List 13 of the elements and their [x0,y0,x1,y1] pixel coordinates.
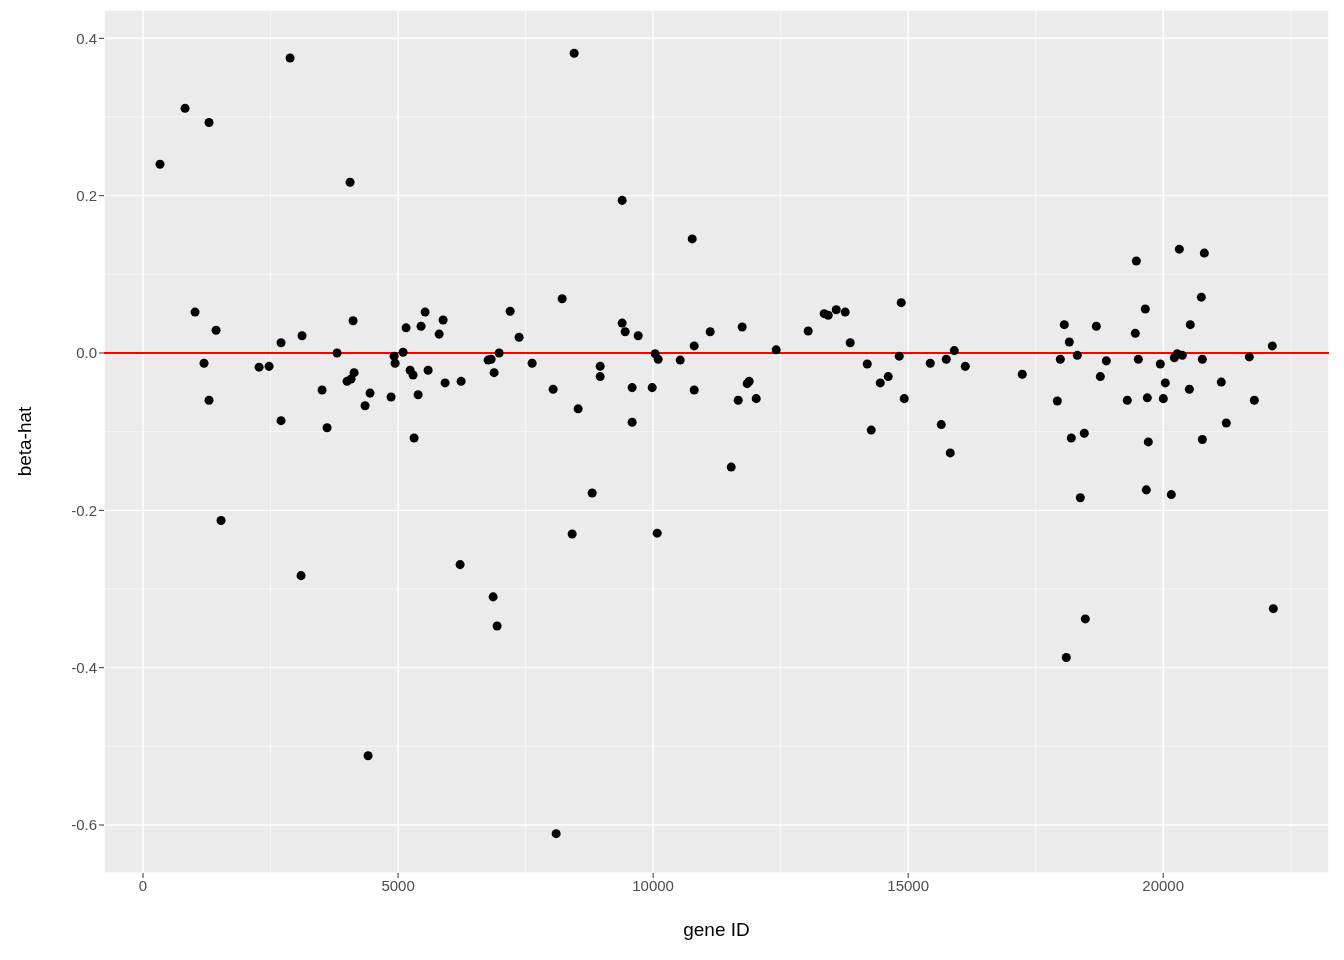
x-tick-label: 0 [138,876,148,894]
y-tick-label: 0.4 [76,29,97,47]
x-tick-label: 10000 [632,876,674,894]
x-tick-label: 5000 [381,876,415,894]
y-tick-label: -0.2 [71,501,97,519]
x-tick-label: 15000 [887,876,930,894]
y-tick-label: -0.6 [71,816,97,834]
y-axis-title: beta-hat [13,405,35,477]
y-tick-label: 0.0 [76,344,97,362]
y-tick-label: 0.2 [76,186,97,204]
x-axis-title: gene ID [683,919,750,940]
y-tick-label: -0.4 [71,659,97,676]
x-tick-label: 20000 [1142,876,1185,894]
